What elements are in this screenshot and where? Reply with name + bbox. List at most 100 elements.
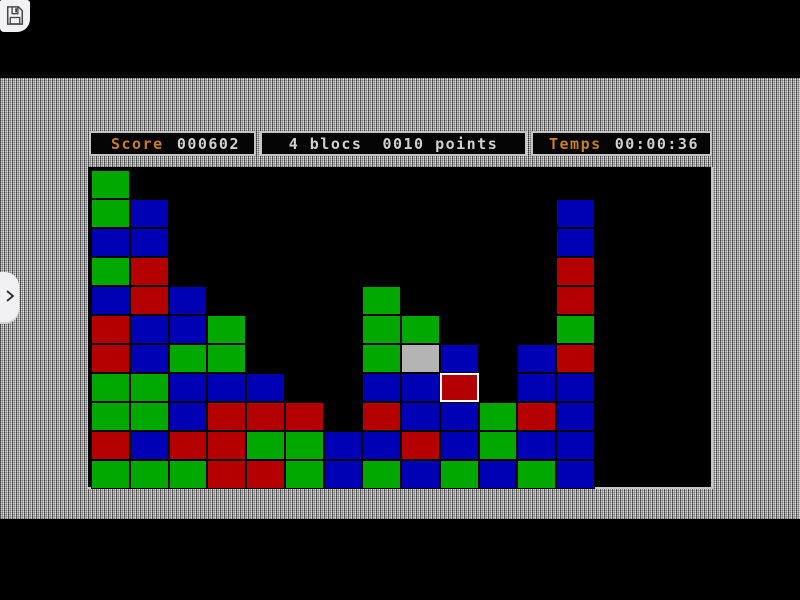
blue-block[interactable] [323,460,363,489]
green-block[interactable] [91,257,130,286]
board-empty-cell [324,286,363,315]
board-empty-cell [595,344,634,373]
blue-block[interactable] [439,431,479,460]
board-empty-cell [207,228,246,257]
blue-block[interactable] [556,228,595,257]
red-block[interactable] [91,315,130,344]
green-block[interactable] [284,431,324,460]
red-block[interactable] [246,402,285,431]
board-empty-cell [595,460,634,489]
green-block[interactable] [362,344,401,373]
green-block[interactable] [129,373,169,402]
board-empty-cell [479,344,518,373]
green-block[interactable] [91,170,130,199]
green-block[interactable] [517,460,556,489]
red-block[interactable] [207,402,246,431]
blue-block[interactable] [401,460,440,489]
red-block[interactable] [362,402,401,431]
green-block[interactable] [91,199,130,228]
blue-block[interactable] [91,286,130,315]
blue-block[interactable] [556,373,595,402]
board-empty-cell [246,286,285,315]
blue-block[interactable] [439,402,479,431]
red-block[interactable] [129,286,169,315]
board-empty-cell [672,228,711,257]
blue-block[interactable] [246,373,285,402]
blue-block[interactable] [556,431,595,460]
blue-block[interactable] [401,373,440,402]
board-empty-cell [595,315,634,344]
red-block[interactable] [284,402,324,431]
green-block[interactable] [207,344,246,373]
board-empty-cell [672,460,711,489]
red-block[interactable] [401,431,440,460]
blue-block[interactable] [129,315,169,344]
green-block[interactable] [168,460,208,489]
red-block[interactable] [246,460,285,489]
green-block[interactable] [168,344,208,373]
green-block[interactable] [91,402,130,431]
blue-block[interactable] [439,344,479,373]
red-block[interactable] [91,344,130,373]
blue-block[interactable] [556,199,595,228]
blue-block[interactable] [91,228,130,257]
blocks-panel: 4 blocs 0010 points [260,131,527,156]
blue-block[interactable] [129,344,169,373]
drawer-handle[interactable] [0,272,19,324]
blue-block[interactable] [168,402,208,431]
gray-highlighted-block[interactable] [401,344,440,373]
blue-block[interactable] [517,373,556,402]
blue-block[interactable] [517,344,556,373]
blue-block[interactable] [129,228,169,257]
blue-block[interactable] [129,199,169,228]
green-block[interactable] [246,431,285,460]
green-block[interactable] [362,286,401,315]
green-block[interactable] [401,315,440,344]
red-block[interactable] [207,431,246,460]
red-block[interactable] [129,257,169,286]
green-block[interactable] [91,460,130,489]
board-empty-cell [634,431,673,460]
board-empty-cell [672,315,711,344]
red-block[interactable] [168,431,208,460]
board-empty-cell [362,257,401,286]
blue-block[interactable] [207,373,246,402]
blue-block[interactable] [556,460,595,489]
red-block[interactable] [556,344,595,373]
green-block[interactable] [284,460,324,489]
blue-block[interactable] [323,431,363,460]
green-block[interactable] [556,315,595,344]
green-block[interactable] [362,315,401,344]
board-empty-cell [479,373,518,402]
selected-block[interactable] [439,373,479,402]
board-empty-cell [517,286,556,315]
red-block[interactable] [556,257,595,286]
green-block[interactable] [207,315,246,344]
red-block[interactable] [556,286,595,315]
blue-block[interactable] [168,286,208,315]
board-empty-cell [401,228,440,257]
blue-block[interactable] [401,402,440,431]
red-block[interactable] [207,460,246,489]
green-block[interactable] [129,460,169,489]
green-block[interactable] [91,373,130,402]
save-button[interactable] [0,0,30,32]
blue-block[interactable] [556,402,595,431]
board-empty-cell [169,199,208,228]
blue-block[interactable] [517,431,556,460]
blue-block[interactable] [129,431,169,460]
green-block[interactable] [362,460,401,489]
red-block[interactable] [517,402,556,431]
red-block[interactable] [91,431,130,460]
blue-block[interactable] [362,373,401,402]
green-block[interactable] [129,402,169,431]
blue-block[interactable] [168,373,208,402]
blue-block[interactable] [168,315,208,344]
blue-block[interactable] [478,460,518,489]
blue-block[interactable] [362,431,401,460]
board-empty-cell [440,170,479,199]
green-block[interactable] [478,431,518,460]
green-block[interactable] [478,402,518,431]
board-empty-cell [556,170,595,199]
green-block[interactable] [439,460,479,489]
